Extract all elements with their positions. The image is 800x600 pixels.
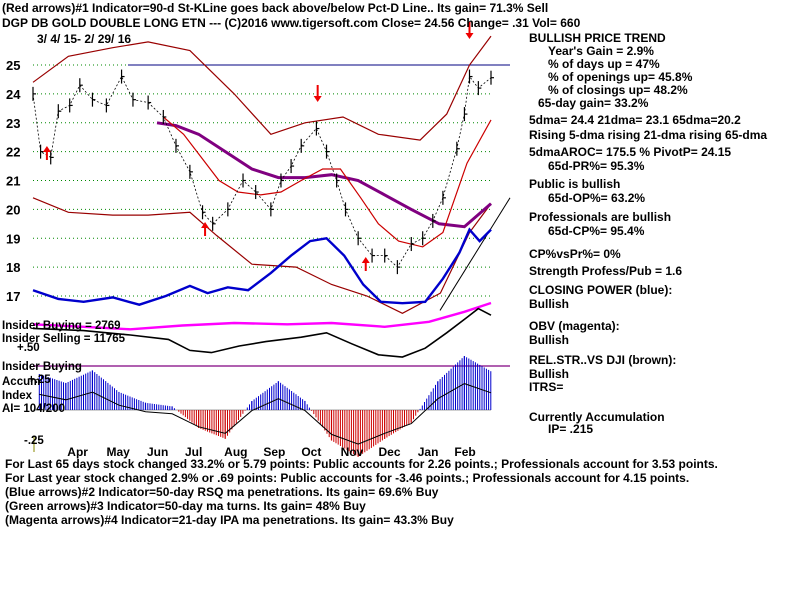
ip-value: IP= .215 — [548, 422, 594, 436]
pct-closings-up: % of closings up= 48.2% — [548, 83, 688, 97]
y-tick-label: 17 — [6, 289, 20, 304]
pct-days-up: % of days up = 47% — [548, 57, 660, 71]
x-tick-label-jun: Jun — [147, 445, 168, 459]
red-arrow-up — [201, 222, 210, 236]
arrow-head — [313, 96, 322, 102]
red-arrow-down — [465, 22, 474, 39]
pr-65d: 65d-PR%= 95.3% — [548, 159, 645, 173]
x-tick-label-jan: Jan — [418, 445, 439, 459]
pct-openings-up: % of openings up= 45.8% — [548, 70, 693, 84]
y-tick-label: 21 — [6, 174, 20, 189]
grid-layer — [33, 64, 510, 367]
insider-buying-count: Insider Buying = 2769 — [2, 320, 121, 332]
x-tick-label-nov: Nov — [341, 445, 364, 459]
relstr-line — [32, 307, 492, 358]
red-arrow-up — [361, 257, 370, 271]
arrow-head — [361, 257, 370, 263]
obv-line — [32, 301, 492, 331]
professionals-status: Professionals are bullish — [529, 210, 672, 224]
x-tick-label-dec: Dec — [379, 445, 401, 459]
obv-label: OBV (magenta): — [529, 319, 620, 333]
footer-indicator-3: (Green arrows)#3 Indicator=50-day ma tur… — [5, 499, 366, 513]
strength-ratio: Strength Profess/Pub = 1.6 — [529, 264, 683, 278]
gain-65d: 65-day gain= 33.2% — [538, 96, 649, 110]
arrow-head — [42, 146, 51, 152]
ma21-line — [162, 116, 492, 248]
red-arrow-down — [313, 85, 322, 102]
x-tick-label-sep: Sep — [263, 445, 285, 459]
footer-year: For Last year stock changed 2.9% or .69 … — [5, 471, 690, 485]
insider-scale-value: +.50 — [17, 342, 40, 354]
op-65d: 65d-OP%= 63.2% — [548, 191, 646, 205]
y-tick-label: 19 — [6, 231, 20, 246]
date-range: 3/ 4/ 15- 2/ 29/ 16 — [37, 32, 132, 46]
axis-layer: 17 18 19 20 21 22 23 24 25 Apr May Jun Jul Aug Sep Oct N… — [6, 58, 476, 459]
chart-title: DGP DB GOLD DOUBLE LONG ETN --- (C)2016 … — [2, 16, 581, 30]
relstr-label: REL.STR..VS DJI (brown): — [529, 353, 677, 367]
itrs-label: ITRS= — [529, 380, 564, 394]
price-close-line — [32, 75, 492, 268]
accum-index-label: Index — [2, 390, 33, 402]
footer-indicator-2: (Blue arrows)#2 Indicator=50-day RSQ ma … — [5, 485, 439, 499]
trend-line — [439, 197, 511, 311]
lower-band-line — [32, 197, 492, 314]
trend-label: BULLISH PRICE TREND — [529, 31, 666, 45]
relstr-status: Bullish — [529, 367, 570, 381]
arrow-head — [465, 33, 474, 39]
y-tick-label: 23 — [6, 116, 20, 131]
accum-plus-tick: +.25 — [28, 374, 51, 386]
series-layer — [32, 35, 511, 358]
cp-65d: 65d-CP%= 95.4% — [548, 224, 645, 238]
x-tick-label-may: May — [107, 445, 131, 459]
accumulation-status: Currently Accumulation — [529, 410, 665, 424]
x-tick-label-feb: Feb — [454, 445, 475, 459]
closing-power-status: Bullish — [529, 297, 570, 311]
closing-power-line — [32, 227, 492, 306]
y-tick-label: 20 — [6, 202, 20, 217]
signal-arrows — [42, 22, 474, 271]
arrow-head — [201, 222, 210, 228]
dma-values: 5dma= 24.4 21dma= 23.1 65dma=20.2 — [529, 113, 741, 127]
x-tick-label-jul: Jul — [185, 445, 202, 459]
x-tick-label-apr: Apr — [67, 445, 88, 459]
y-tick-label: 25 — [6, 58, 20, 73]
upper-band-line — [32, 35, 492, 141]
accum-label: Accum — [2, 376, 41, 388]
public-status: Public is bullish — [529, 177, 621, 191]
indicator-1-header: (Red arrows)#1 Indicator=90-d St-KLine g… — [2, 1, 549, 15]
x-tick-label-aug: Aug — [224, 445, 247, 459]
accumulation-layer — [33, 356, 492, 457]
obv-status: Bullish — [529, 333, 570, 347]
red-arrow-up — [42, 146, 51, 160]
years-gain: Year's Gain = 2.9% — [548, 44, 654, 58]
cp-vs-pr: CP%vsPr%= 0% — [529, 247, 621, 261]
closing-power-label: CLOSING POWER (blue): — [529, 283, 673, 297]
accum-minus-tick: -.25 — [24, 435, 44, 447]
y-tick-label: 24 — [6, 87, 21, 102]
x-tick-label-oct: Oct — [301, 445, 321, 459]
y-tick-label: 22 — [6, 145, 20, 160]
footer-indicator-4: (Magenta arrows)#4 Indicator=21-day IPA … — [5, 513, 454, 527]
insider-selling-count: Insider Selling = 11765 — [2, 333, 126, 345]
aroc-pivot: 5dmaAROC= 175.5 % PivotP= 24.15 — [529, 145, 732, 159]
ai-value: AI= 104/200 — [2, 403, 65, 415]
insider-buying-line-label: Insider Buying — [2, 361, 82, 373]
ma65-line — [156, 121, 492, 229]
rising-mas: Rising 5-dma rising 21-dma rising 65-dma — [529, 128, 768, 142]
y-tick-label: 18 — [6, 260, 20, 275]
accum-ma-line — [39, 383, 492, 445]
footer-65day: For Last 65 days stock changed 33.2% or … — [5, 457, 718, 471]
